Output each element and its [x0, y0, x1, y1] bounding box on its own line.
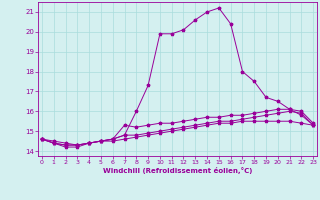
X-axis label: Windchill (Refroidissement éolien,°C): Windchill (Refroidissement éolien,°C) — [103, 167, 252, 174]
